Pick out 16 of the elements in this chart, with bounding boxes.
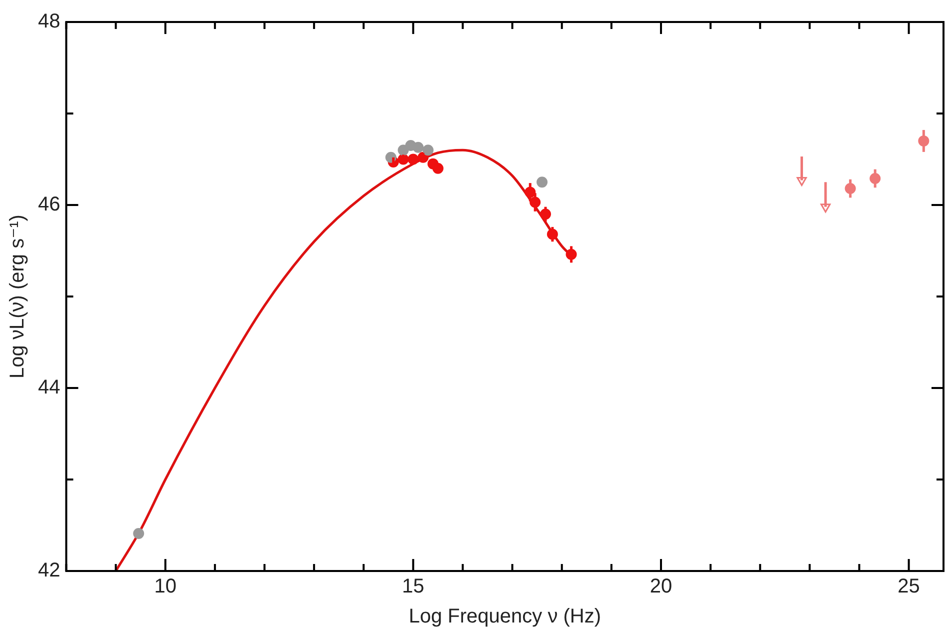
point: [422, 144, 434, 156]
x-axis-title: Log Frequency ν (Hz): [408, 606, 602, 628]
point: [412, 142, 424, 153]
point: [133, 528, 144, 539]
y-tick-label: 44: [38, 376, 60, 399]
y-axis-title: Log νL(ν) (erg s⁻¹): [6, 214, 29, 378]
x-tick-label: 20: [650, 576, 672, 598]
x-tick-label: 15: [402, 576, 424, 598]
y-tick-label: 46: [38, 194, 60, 216]
point: [820, 204, 831, 213]
point: [796, 177, 807, 186]
x-tick-label: 25: [898, 576, 920, 598]
y-tick-label: 48: [38, 10, 60, 33]
x-tick-label: 10: [154, 576, 176, 598]
point: [536, 176, 548, 188]
y-tick-label: 42: [38, 560, 60, 582]
